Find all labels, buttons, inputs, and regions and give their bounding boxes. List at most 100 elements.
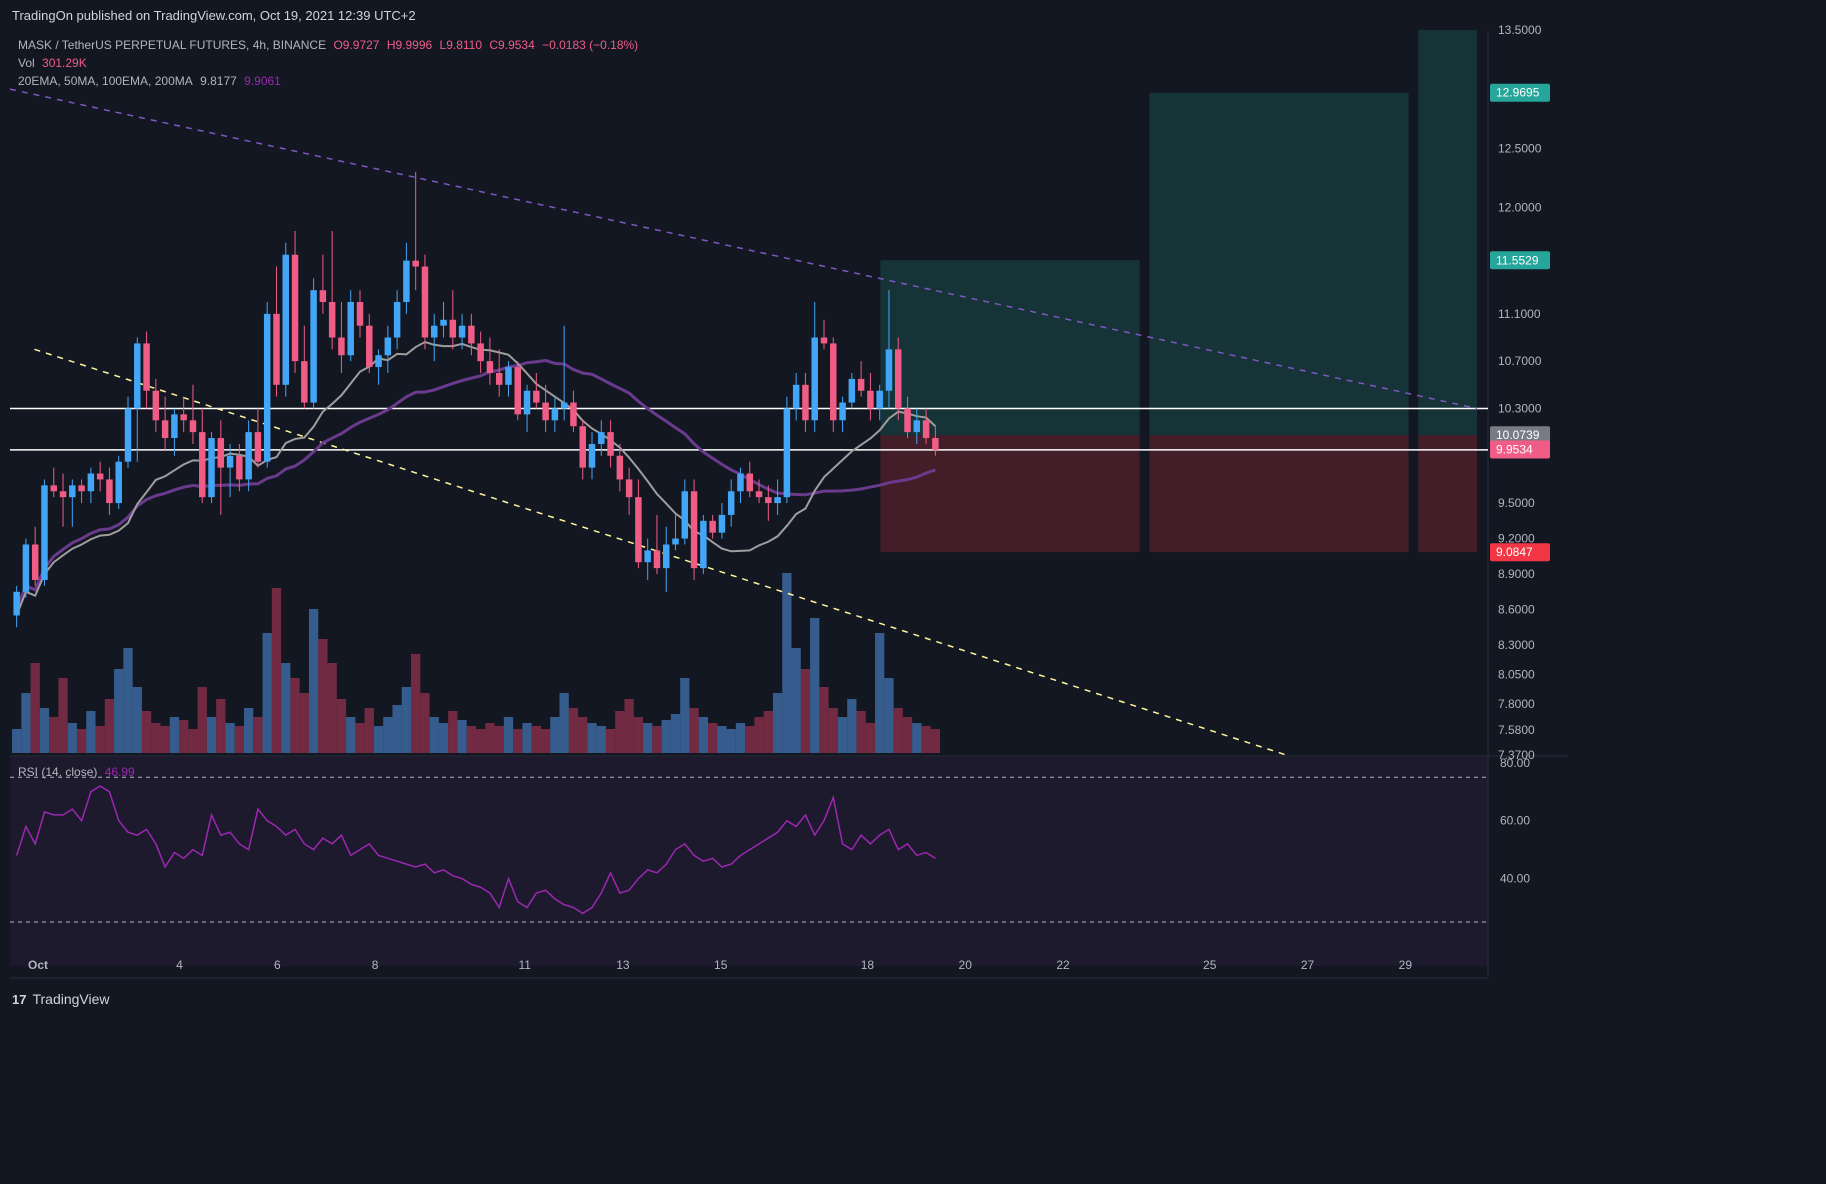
candle-body xyxy=(366,325,373,368)
candle-body xyxy=(635,497,642,563)
candle-body xyxy=(560,402,568,409)
volume-bar xyxy=(39,708,50,753)
candle-body xyxy=(709,520,716,533)
volume-bar xyxy=(540,729,551,753)
volume-bar xyxy=(132,687,142,753)
position-target-zone xyxy=(1418,30,1477,436)
candle-body xyxy=(486,361,494,373)
volume-bar xyxy=(411,654,421,753)
volume-bar xyxy=(318,639,328,753)
volume-bar xyxy=(308,609,319,753)
price-tick-label: 10.7000 xyxy=(1498,354,1542,368)
volume-legend: Vol 301.29K xyxy=(18,56,91,70)
ohlc-change: −0.0183 (−0.18%) xyxy=(542,38,639,52)
price-label-box xyxy=(1490,543,1550,562)
candle-body xyxy=(848,378,856,403)
volume-bar xyxy=(401,687,412,753)
time-tick-label: 18 xyxy=(861,958,875,972)
ma-label[interactable]: 20EMA, 50MA, 100EMA, 200MA xyxy=(18,74,193,88)
volume-bar xyxy=(373,726,384,753)
symbol-name[interactable]: MASK / TetherUS PERPETUAL FUTURES, 4h, B… xyxy=(18,38,327,52)
volume-bar xyxy=(457,720,467,753)
candle-body xyxy=(588,443,596,468)
candle-body xyxy=(792,384,800,409)
candle-body xyxy=(263,313,271,462)
volume-bar xyxy=(522,723,532,753)
rsi-label[interactable]: RSI (14, close) xyxy=(18,765,98,779)
candle-body xyxy=(180,414,187,421)
candle-body xyxy=(662,544,670,569)
price-tick-label: 9.2000 xyxy=(1498,532,1535,546)
volume-bar xyxy=(49,717,59,753)
position-target-zone xyxy=(880,260,1140,436)
volume-bar xyxy=(123,648,133,753)
price-tick-label: 13.5000 xyxy=(1498,23,1542,37)
trendline xyxy=(9,88,1478,410)
volume-bar xyxy=(856,711,866,753)
volume-bar xyxy=(12,729,22,753)
volume-bar xyxy=(336,699,347,753)
candle-body xyxy=(96,473,104,480)
volume-bar xyxy=(819,687,829,753)
price-tick-label: 8.6000 xyxy=(1498,603,1535,617)
candle-body xyxy=(542,402,549,421)
volume-bar xyxy=(754,717,764,753)
ohlc-high: H9.9996 xyxy=(386,38,433,52)
tradingview-icon: 17 xyxy=(12,991,27,1007)
volume-bar xyxy=(383,717,393,753)
volume-bar xyxy=(624,699,634,753)
candle-body xyxy=(625,479,633,498)
volume-bar xyxy=(680,678,690,753)
volume-bar xyxy=(745,726,755,753)
volume-bar xyxy=(160,726,170,753)
volume-bar xyxy=(392,705,402,753)
candle-body xyxy=(514,367,522,415)
volume-bar xyxy=(912,723,922,753)
candle-body xyxy=(22,544,30,592)
candle-body xyxy=(78,485,85,492)
published-banner: TradingOn published on TradingView.com, … xyxy=(12,8,416,23)
candle-body xyxy=(310,290,317,403)
volume-bar xyxy=(615,711,625,753)
candle-body xyxy=(653,550,661,569)
volume-bar xyxy=(800,669,811,753)
volume-bar xyxy=(216,699,226,753)
volume-bar xyxy=(568,708,579,753)
candle-body xyxy=(328,302,336,338)
candle-body xyxy=(468,325,475,344)
volume-bar xyxy=(643,723,653,753)
candle-body xyxy=(523,390,531,415)
candle-body xyxy=(616,455,624,480)
volume-bar xyxy=(930,729,940,753)
candle-body xyxy=(152,390,160,421)
ma-50-line xyxy=(15,340,937,616)
candle-body xyxy=(282,254,290,385)
time-tick-label: 29 xyxy=(1399,958,1413,972)
chart-svg[interactable]: 13.5000 12.5000 12.0000 11.1000 10.7000 10.30… xyxy=(0,0,1568,1017)
position-stop-zone xyxy=(1149,435,1409,553)
ma-value-1: 9.8177 xyxy=(200,74,237,88)
volume-bar xyxy=(262,633,272,753)
volume-bar xyxy=(290,678,300,753)
price-tick-label: 9.5000 xyxy=(1498,496,1535,510)
volume-bar xyxy=(76,729,87,753)
candle-body xyxy=(505,367,512,385)
volume-bar xyxy=(884,678,894,753)
volume-bar xyxy=(847,699,857,753)
volume-bar xyxy=(810,618,820,753)
candle-body xyxy=(737,473,744,492)
candle-body xyxy=(393,302,401,338)
candle-body xyxy=(570,402,577,427)
volume-bar xyxy=(661,720,671,753)
volume-bar xyxy=(782,573,792,753)
volume-label[interactable]: Vol xyxy=(18,56,35,70)
candle-body xyxy=(347,302,354,356)
price-label-text: 10.0739 xyxy=(1496,428,1540,442)
tradingview-logo[interactable]: 17 TradingView xyxy=(12,991,110,1007)
price-tick-label: 8.0500 xyxy=(1498,668,1535,682)
candle-body xyxy=(839,402,846,421)
price-label-box xyxy=(1490,251,1550,270)
volume-bar xyxy=(420,693,430,753)
volume-bar xyxy=(206,717,217,753)
volume-bar xyxy=(141,711,152,753)
